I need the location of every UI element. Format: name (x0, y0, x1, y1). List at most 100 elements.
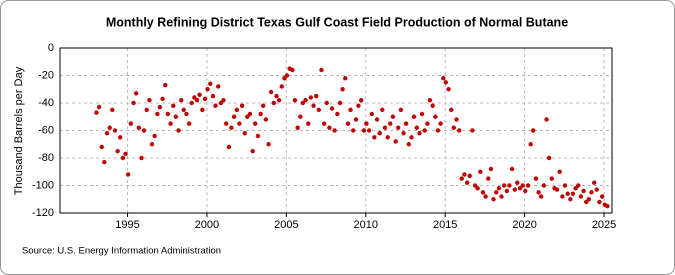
data-point (208, 81, 213, 86)
data-point (499, 194, 504, 199)
data-point (372, 135, 377, 140)
data-point (496, 186, 502, 191)
data-point (501, 183, 507, 188)
data-point (276, 98, 282, 103)
data-point (589, 190, 594, 195)
x-tick-label: 2015 (433, 219, 457, 231)
data-point (242, 131, 247, 136)
data-point (380, 107, 385, 113)
data-point (406, 142, 412, 147)
data-point (112, 128, 118, 133)
data-point (425, 121, 430, 126)
data-point (597, 199, 602, 205)
data-point (163, 82, 168, 88)
data-point (411, 114, 417, 119)
data-point (321, 121, 327, 126)
data-point (462, 172, 467, 177)
chart-title: Monthly Refining District Texas Gulf Coa… (106, 15, 568, 29)
data-point (451, 125, 456, 130)
data-point (369, 111, 375, 117)
data-point (160, 96, 165, 102)
data-point (298, 114, 303, 119)
data-point (374, 117, 380, 122)
y-tick-label: -20 (38, 69, 54, 81)
data-point (351, 128, 356, 133)
data-point (393, 139, 398, 144)
data-point (96, 104, 102, 110)
data-point (517, 186, 523, 191)
data-point (311, 103, 316, 108)
data-point (528, 142, 533, 147)
data-point (157, 104, 163, 110)
data-point (504, 188, 510, 194)
data-point (245, 114, 250, 119)
data-point (102, 159, 107, 165)
data-point (221, 98, 226, 103)
data-point (456, 128, 462, 133)
y-tick-label: -120 (32, 207, 54, 219)
data-point (284, 73, 290, 78)
data-point (507, 183, 512, 188)
y-tick-label: -100 (32, 179, 54, 191)
data-point (433, 114, 438, 119)
data-point (125, 172, 131, 177)
data-point (549, 176, 554, 181)
data-point (459, 176, 464, 181)
data-point (483, 194, 488, 199)
data-point (398, 107, 404, 113)
data-point (94, 110, 99, 115)
data-point (361, 128, 367, 133)
data-point (271, 100, 277, 106)
data-point (594, 187, 599, 192)
data-point (223, 121, 229, 126)
data-point (568, 197, 573, 202)
data-point (335, 111, 340, 117)
data-point (144, 107, 149, 113)
data-point (377, 131, 382, 136)
data-point (554, 187, 560, 192)
data-point (266, 142, 271, 147)
data-point (107, 125, 112, 130)
data-point (562, 183, 568, 188)
source-note: Source: U.S. Energy Information Administ… (22, 246, 221, 257)
data-point (515, 180, 520, 185)
data-point (131, 100, 136, 106)
data-point (523, 188, 528, 194)
y-axis-label: Thousand Barrels per Day (13, 66, 25, 195)
data-point (118, 135, 123, 140)
x-tick-label: 2020 (512, 219, 536, 231)
data-point (565, 191, 570, 196)
data-point (414, 125, 419, 130)
data-point (128, 121, 134, 126)
data-point (194, 98, 200, 103)
data-point (179, 98, 184, 103)
data-point (247, 111, 253, 117)
data-point (319, 67, 324, 73)
data-point (512, 187, 517, 192)
data-point (570, 191, 576, 196)
data-point (274, 93, 279, 99)
data-point (149, 142, 155, 147)
data-point (192, 95, 197, 100)
data-point (353, 117, 359, 122)
data-point (491, 197, 496, 202)
data-point (348, 107, 353, 113)
data-point (419, 111, 425, 117)
data-point (546, 155, 552, 161)
data-point (478, 169, 483, 174)
data-point (300, 100, 306, 106)
y-tick-label: 0 (48, 42, 54, 54)
data-point (139, 155, 144, 161)
data-point (186, 121, 192, 126)
data-point (104, 131, 110, 136)
data-point (263, 117, 269, 122)
data-point (308, 95, 314, 100)
data-point (234, 107, 239, 113)
data-point (446, 87, 451, 92)
data-point (316, 107, 321, 113)
data-point (173, 114, 179, 119)
data-point (356, 103, 361, 108)
data-point (438, 121, 443, 126)
data-point (382, 125, 388, 130)
